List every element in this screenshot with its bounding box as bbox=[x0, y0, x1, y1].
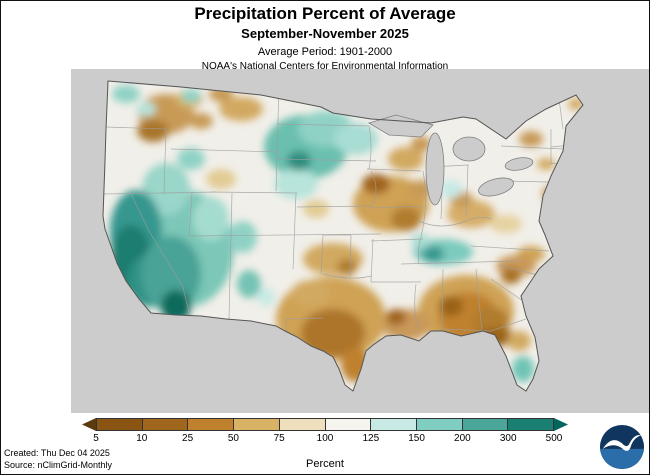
legend-segment bbox=[324, 419, 371, 430]
anomaly-blob bbox=[112, 85, 140, 103]
state-borders bbox=[103, 84, 574, 346]
anomaly-blob bbox=[501, 268, 521, 284]
legend-segment bbox=[187, 419, 234, 430]
anomaly-blob bbox=[391, 207, 421, 231]
legend-tick: 100 bbox=[316, 433, 334, 444]
anomaly-blob bbox=[388, 147, 424, 171]
legend-segment bbox=[415, 419, 462, 430]
us-precipitation-map bbox=[102, 80, 584, 392]
header: Precipitation Percent of Average Septemb… bbox=[1, 3, 649, 74]
legend-tick: 150 bbox=[408, 433, 425, 444]
anomaly-blob bbox=[177, 148, 205, 170]
created-date: Created: Thu Dec 04 2025 bbox=[4, 448, 110, 458]
legend-tick: 25 bbox=[182, 433, 194, 444]
legend-tick: 50 bbox=[227, 433, 239, 444]
legend-segment bbox=[461, 419, 508, 430]
lake-huron bbox=[452, 136, 486, 162]
legend-arrow-right bbox=[554, 418, 568, 431]
anomaly-blob bbox=[237, 270, 261, 298]
anomaly-blob bbox=[411, 136, 431, 152]
anomaly-blob bbox=[362, 174, 390, 194]
color-scale-legend: 5 10 25 50 75 100 125 150 200 300 500 Percent bbox=[82, 418, 568, 470]
lake-superior bbox=[368, 114, 434, 138]
anomaly-blob bbox=[206, 169, 236, 189]
legend-units-label: Percent bbox=[306, 458, 344, 470]
anomaly-blob bbox=[209, 86, 233, 102]
anomaly-blob bbox=[386, 309, 406, 325]
legend-tick: 500 bbox=[545, 433, 563, 444]
noaa-emblem-icon bbox=[599, 424, 645, 470]
anomaly-blob bbox=[161, 290, 191, 322]
legend-segment bbox=[507, 419, 554, 430]
legend-colorbar bbox=[82, 418, 568, 431]
anomaly-blob bbox=[229, 221, 257, 253]
anomaly-blob bbox=[447, 200, 495, 228]
anomaly-blob bbox=[411, 234, 431, 248]
us-outline bbox=[102, 80, 584, 392]
legend-segment bbox=[370, 419, 416, 430]
anomaly-blob bbox=[181, 89, 201, 103]
legend-segment bbox=[141, 419, 188, 430]
anomaly-blob bbox=[512, 356, 534, 382]
legend-arrow-left bbox=[82, 418, 96, 431]
anomaly-blob bbox=[193, 197, 229, 241]
great-lakes bbox=[368, 114, 534, 206]
precipitation-anomaly-layer bbox=[110, 85, 583, 382]
lake-erie bbox=[478, 177, 514, 197]
page-subtitle: September-November 2025 bbox=[241, 26, 409, 42]
anomaly-blob bbox=[519, 131, 543, 147]
anomaly-blob bbox=[141, 236, 201, 312]
data-source: Source: nClimGrid-Monthly bbox=[4, 460, 113, 470]
page-title: Precipitation Percent of Average bbox=[194, 4, 456, 23]
anomaly-blob bbox=[334, 123, 378, 155]
anomaly-blob bbox=[537, 158, 555, 170]
lake-michigan bbox=[425, 132, 445, 206]
legend-tick: 5 bbox=[93, 433, 99, 444]
anomaly-blob bbox=[257, 288, 275, 306]
anomaly-blob bbox=[568, 98, 583, 110]
anomaly-blob bbox=[439, 180, 463, 198]
anomaly-blob bbox=[439, 296, 463, 316]
legend-tick: 75 bbox=[273, 433, 285, 444]
anomaly-blob bbox=[422, 246, 444, 262]
anomaly-blob bbox=[291, 280, 331, 308]
anomaly-blob bbox=[303, 200, 329, 218]
lake-ontario bbox=[504, 157, 534, 171]
anomaly-blob bbox=[189, 113, 213, 129]
anomaly-blob bbox=[136, 102, 156, 116]
anomaly-blob bbox=[137, 120, 169, 142]
legend-tick: 300 bbox=[499, 433, 517, 444]
anomaly-blob bbox=[490, 215, 522, 233]
legend-segment bbox=[278, 419, 325, 430]
legend-tick: 10 bbox=[136, 433, 148, 444]
noaa-logo bbox=[599, 424, 645, 470]
anomaly-blob bbox=[274, 169, 318, 199]
anomaly-blob bbox=[542, 186, 560, 202]
legend-tick: 200 bbox=[454, 433, 471, 444]
legend-segment bbox=[97, 419, 142, 430]
legend-segments bbox=[96, 418, 554, 431]
anomaly-blob bbox=[337, 259, 357, 275]
anomaly-blob bbox=[341, 348, 371, 382]
legend-labels: 5 10 25 50 75 100 125 150 200 300 500 bbox=[93, 433, 562, 445]
organization-name: NOAA's National Centers for Environmenta… bbox=[201, 61, 449, 73]
anomaly-blob bbox=[301, 309, 365, 357]
legend-tick: 125 bbox=[362, 433, 380, 444]
anomaly-blob bbox=[507, 331, 531, 351]
anomaly-blob bbox=[219, 97, 263, 121]
anomaly-blob bbox=[287, 151, 311, 171]
map-panel bbox=[71, 69, 649, 413]
average-period: Average Period: 1901-2000 bbox=[257, 45, 393, 58]
legend-segment bbox=[233, 419, 279, 430]
